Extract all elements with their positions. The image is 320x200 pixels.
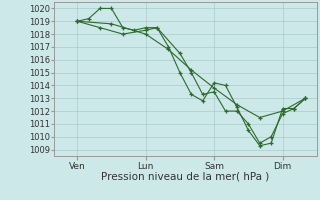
X-axis label: Pression niveau de la mer( hPa ): Pression niveau de la mer( hPa ): [101, 172, 270, 182]
